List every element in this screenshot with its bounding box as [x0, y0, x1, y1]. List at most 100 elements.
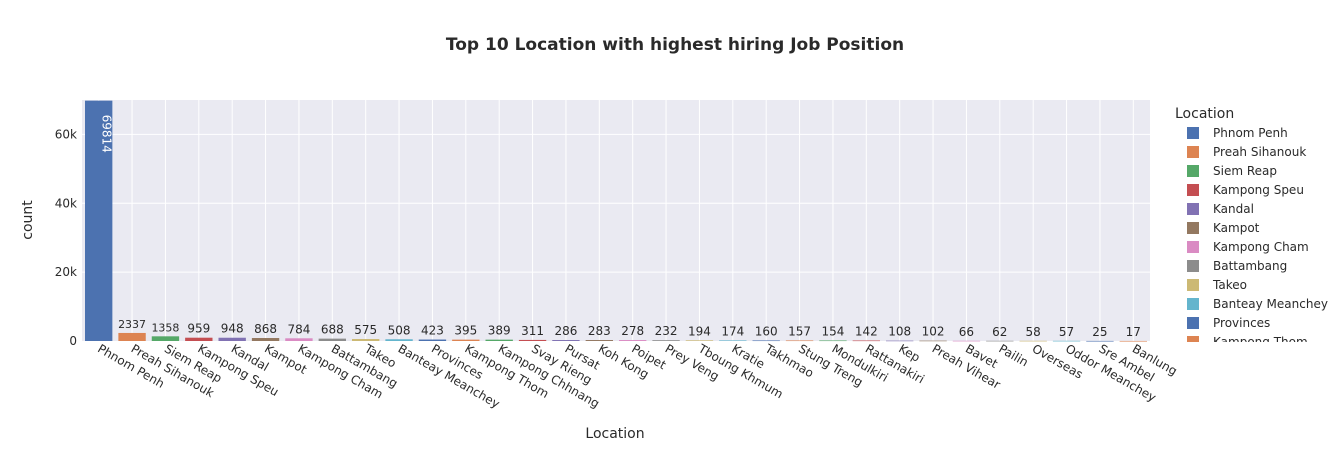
- legend-entry-label: Preah Sihanouk: [1213, 145, 1306, 159]
- bar-value-label: 157: [788, 324, 811, 338]
- bar: [1119, 340, 1147, 342]
- bar-value-label: 286: [554, 324, 577, 338]
- legend-title: Location: [1175, 106, 1234, 122]
- bar-value-label: 66: [959, 325, 974, 339]
- bar-value-label: 69814: [100, 115, 114, 153]
- legend-swatch: [1187, 279, 1199, 291]
- legend-swatch: [1187, 336, 1199, 342]
- y-tick-label: 20k: [55, 265, 77, 279]
- legend-entry-label: Siem Reap: [1213, 164, 1277, 178]
- bar-value-label: 311: [521, 324, 544, 338]
- bar: [318, 338, 346, 341]
- bar-value-label: 508: [388, 323, 411, 337]
- bar: [986, 340, 1014, 342]
- legend-swatch: [1187, 298, 1199, 310]
- legend-entry-label: Banteay Meanchey: [1213, 297, 1328, 311]
- bar: [785, 340, 814, 342]
- bar-value-label: 142: [855, 325, 878, 339]
- bar: [1019, 340, 1047, 342]
- y-tick-label: 60k: [55, 127, 77, 141]
- bar: [886, 340, 914, 342]
- legend-swatch: [1187, 317, 1199, 329]
- legend-entry-label: Kampong Cham: [1213, 240, 1309, 254]
- bar-value-label: 868: [254, 322, 277, 336]
- bar: [685, 340, 714, 341]
- bar-value-label: 232: [655, 324, 678, 338]
- legend-swatch: [1187, 241, 1199, 253]
- bar-value-label: 283: [588, 324, 611, 338]
- bar: [719, 340, 747, 342]
- x-axis-title: Location: [585, 426, 644, 442]
- legend-entry-label: Kampong Thom: [1213, 335, 1308, 349]
- bar-value-label: 108: [888, 325, 911, 339]
- bar-value-label: 948: [221, 322, 244, 336]
- bar-value-label: 423: [421, 324, 444, 338]
- bar: [352, 339, 380, 341]
- y-tick-label: 40k: [55, 196, 77, 210]
- y-axis-ticks: 0 20k 40k 60k: [55, 127, 77, 348]
- bar: [418, 339, 447, 341]
- bar: [151, 336, 180, 341]
- bars: [85, 100, 1147, 342]
- grid-lines: [82, 100, 1150, 341]
- bar: [285, 338, 313, 341]
- legend-entry-label: Kampong Speu: [1213, 183, 1304, 197]
- bar-value-label: 58: [1026, 325, 1041, 339]
- bar: [652, 340, 680, 341]
- bar: [85, 100, 113, 341]
- bar-value-label: 194: [688, 324, 711, 338]
- bar: [385, 339, 413, 341]
- bar: [585, 340, 613, 341]
- legend: Location Phnom Penh Preah Sihanouk Siem Re…: [1175, 106, 1328, 349]
- bar-value-label: 688: [321, 323, 344, 337]
- bar-value-label: 174: [721, 324, 744, 338]
- bar-value-label: 1358: [151, 321, 179, 334]
- bar-value-label: 102: [922, 325, 945, 339]
- legend-entry-label: Kampot: [1213, 221, 1260, 235]
- legend-swatch: [1187, 184, 1199, 196]
- bar-value-label: 395: [454, 324, 477, 338]
- bar: [919, 340, 947, 342]
- legend-entry-label: Takeo: [1212, 278, 1247, 292]
- bar: [118, 332, 146, 341]
- bar: [1052, 340, 1081, 342]
- bar-value-label: 17: [1126, 325, 1141, 339]
- legend-entry-label: Provinces: [1213, 316, 1270, 330]
- bar-value-label: 575: [354, 323, 377, 337]
- bar-value-label: 2337: [118, 318, 146, 331]
- legend-swatch: [1187, 222, 1199, 234]
- bar: [218, 337, 246, 341]
- bar: [485, 339, 513, 341]
- x-tick-label: Pailin: [996, 341, 1030, 369]
- bar: [819, 340, 847, 342]
- plot-area: [82, 100, 1150, 341]
- bar: [518, 339, 547, 341]
- legend-swatch: [1187, 165, 1199, 177]
- y-axis-title: count: [20, 200, 36, 240]
- bar-value-label: 62: [992, 325, 1007, 339]
- bar-value-label: 784: [287, 322, 310, 336]
- legend-swatch: [1187, 146, 1199, 158]
- legend-entry-label: Phnom Penh: [1213, 126, 1288, 140]
- legend-items: Phnom Penh Preah Sihanouk Siem Reap Kampong…: [1187, 126, 1328, 349]
- legend-swatch: [1187, 127, 1199, 139]
- bar: [1086, 340, 1114, 342]
- legend-entry-label: Battambang: [1213, 259, 1287, 273]
- bar: [185, 337, 213, 341]
- bar: [752, 340, 780, 342]
- bar-value-label: 389: [488, 324, 511, 338]
- legend-swatch: [1187, 260, 1199, 272]
- data-labels: 69814 2337 1358 959 948 868 784 688 575 508 423 395…: [100, 115, 1141, 339]
- chart-title: Top 10 Location with highest hiring Job …: [446, 35, 904, 55]
- bar: [852, 340, 880, 342]
- bar-value-label: 959: [187, 322, 210, 336]
- bar-value-label: 278: [621, 324, 644, 338]
- bar: [452, 339, 480, 341]
- bar-value-label: 57: [1059, 325, 1074, 339]
- legend-entry-label: Kandal: [1213, 202, 1254, 216]
- bar-value-label: 25: [1092, 325, 1107, 339]
- bar-value-label: 154: [821, 324, 844, 338]
- y-tick-label: 0: [69, 334, 77, 348]
